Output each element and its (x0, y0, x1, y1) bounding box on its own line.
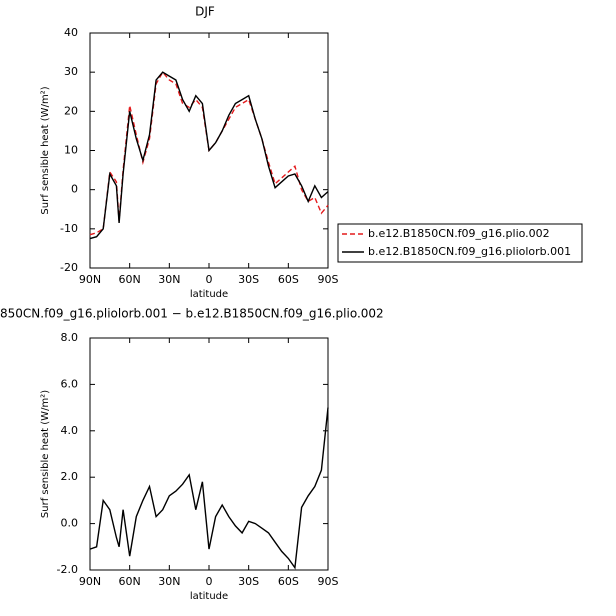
x-tick-label: 90N (79, 273, 101, 286)
chart-title: 850CN.f09_g16.pliolorb.001 − b.e12.B1850… (0, 307, 384, 321)
x-tick-label: 60N (119, 575, 141, 588)
x-tick-label: 60S (278, 273, 299, 286)
y-tick-label: -20 (60, 261, 78, 274)
x-axis-label: latitude (190, 591, 228, 602)
x-axis-label: latitude (190, 289, 228, 300)
legend-label: b.e12.B1850CN.f09_g16.plio.002 (368, 227, 550, 240)
y-tick-label: 6.0 (61, 377, 79, 390)
y-tick-label: 2.0 (61, 470, 79, 483)
data-line (89, 407, 329, 570)
y-tick-label: 0.0 (61, 517, 79, 530)
x-tick-label: 30N (158, 273, 180, 286)
x-tick-label: 30N (158, 575, 180, 588)
x-tick-label: 0 (206, 575, 213, 588)
y-tick-label: 30 (64, 65, 78, 78)
y-tick-label: 0 (71, 183, 78, 196)
x-tick-label: 60N (119, 273, 141, 286)
x-tick-label: 90S (318, 273, 339, 286)
y-tick-label: 40 (64, 26, 78, 39)
x-tick-label: 90S (318, 575, 339, 588)
y-tick-label: 4.0 (61, 424, 79, 437)
x-tick-label: 90N (79, 575, 101, 588)
y-tick-label: 20 (64, 104, 78, 117)
chart-title: DJF (195, 5, 215, 19)
y-axis-label: Surf sensible heat (W/m²) (40, 390, 51, 518)
x-tick-label: 30S (238, 575, 259, 588)
x-tick-label: 0 (206, 273, 213, 286)
y-tick-label: -2.0 (57, 563, 78, 576)
legend-label: b.e12.B1850CN.f09_g16.pliolorb.001 (368, 245, 571, 258)
plot-frame (89, 337, 329, 571)
data-line (89, 71, 329, 240)
y-tick-label: -10 (60, 222, 78, 235)
x-tick-label: 30S (238, 273, 259, 286)
y-tick-label: 10 (64, 144, 78, 157)
y-axis-label: Surf sensible heat (W/m²) (40, 86, 51, 214)
legend-box (337, 223, 583, 263)
x-tick-label: 60S (278, 575, 299, 588)
y-tick-label: 8.0 (61, 331, 79, 344)
